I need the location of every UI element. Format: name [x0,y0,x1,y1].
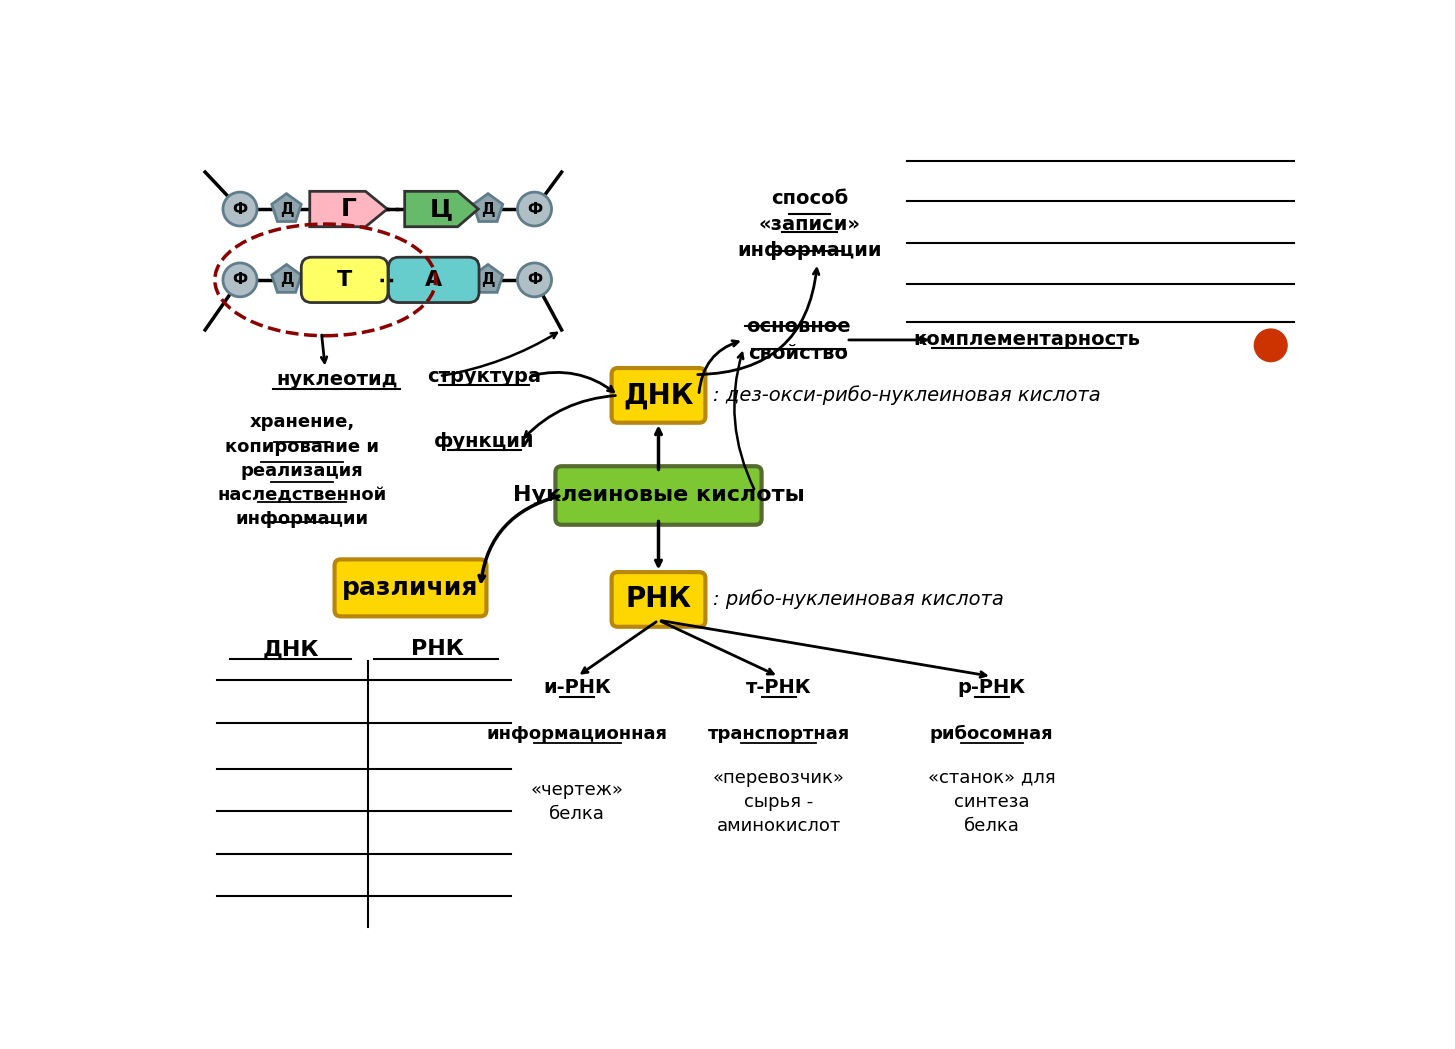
Text: рибосомная: рибосомная [930,725,1053,744]
FancyBboxPatch shape [335,559,486,617]
FancyBboxPatch shape [301,257,388,302]
Text: : рибо-нуклеиновая кислота: : рибо-нуклеиновая кислота [713,590,1004,609]
Text: «чертеж»
белка: «чертеж» белка [531,780,624,823]
Text: основное
свойство: основное свойство [746,317,850,363]
Text: «станок» для
синтеза
белка: «станок» для синтеза белка [928,769,1055,835]
FancyBboxPatch shape [611,368,706,423]
Text: транспортная: транспортная [707,725,850,743]
Polygon shape [404,191,479,227]
Text: комплементарность: комплементарность [914,330,1141,349]
Text: РНК: РНК [412,640,464,660]
Text: информационная: информационная [486,725,668,743]
Polygon shape [310,191,387,227]
Text: функции: функции [434,432,534,451]
Circle shape [223,263,258,297]
Circle shape [518,263,551,297]
Circle shape [1254,328,1288,362]
Polygon shape [473,194,503,221]
Text: Д: Д [279,201,294,216]
Text: ДНК: ДНК [262,640,319,660]
Text: Г: Г [340,197,356,221]
Text: и-РНК: и-РНК [543,679,611,698]
Text: р-РНК: р-РНК [957,679,1026,698]
Text: Ф: Ф [527,201,543,216]
Text: Ф: Ф [233,201,247,216]
Text: Ф: Ф [233,273,247,287]
Text: РНК: РНК [626,585,691,614]
Text: хранение,
копирование и
реализация
наследственной
информации: хранение, копирование и реализация насле… [217,413,387,529]
Text: различия: различия [342,576,479,600]
Text: Ц: Ц [429,197,453,221]
Polygon shape [473,264,503,293]
FancyBboxPatch shape [611,572,706,626]
Text: способ
«записи»
информации: способ «записи» информации [738,189,882,260]
Text: А: А [425,270,442,290]
Text: «перевозчик»
сырья -
аминокислот: «перевозчик» сырья - аминокислот [713,769,844,835]
Text: структура: структура [428,367,541,386]
Text: Д: Д [279,273,294,287]
Text: Ф: Ф [527,273,543,287]
Text: : дез-окси-рибо-нуклеиновая кислота: : дез-окси-рибо-нуклеиновая кислота [713,386,1100,405]
Text: т-РНК: т-РНК [746,679,812,698]
Text: Т: Т [338,270,352,290]
Circle shape [223,192,258,226]
Polygon shape [272,194,301,221]
Text: Д: Д [482,201,495,216]
Text: нуклеотид: нуклеотид [276,370,397,389]
Text: Д: Д [482,273,495,287]
FancyBboxPatch shape [388,257,479,302]
Circle shape [518,192,551,226]
Text: ДНК: ДНК [623,382,694,409]
Polygon shape [272,264,301,293]
FancyBboxPatch shape [556,466,761,524]
Text: Нуклеиновые кислоты: Нуклеиновые кислоты [512,486,805,506]
